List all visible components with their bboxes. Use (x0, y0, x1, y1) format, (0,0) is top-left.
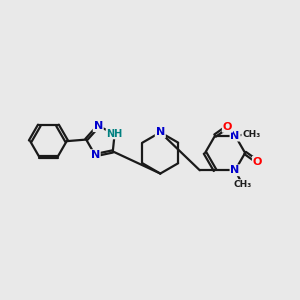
Text: N: N (156, 127, 165, 137)
Text: N: N (91, 150, 100, 160)
Text: N: N (94, 121, 103, 131)
Text: CH₃: CH₃ (233, 180, 252, 189)
Text: NH: NH (106, 128, 123, 139)
Text: CH₃: CH₃ (242, 130, 260, 139)
Text: O: O (253, 157, 262, 167)
Text: N: N (230, 165, 240, 175)
Text: O: O (223, 122, 232, 132)
Text: N: N (230, 130, 240, 141)
